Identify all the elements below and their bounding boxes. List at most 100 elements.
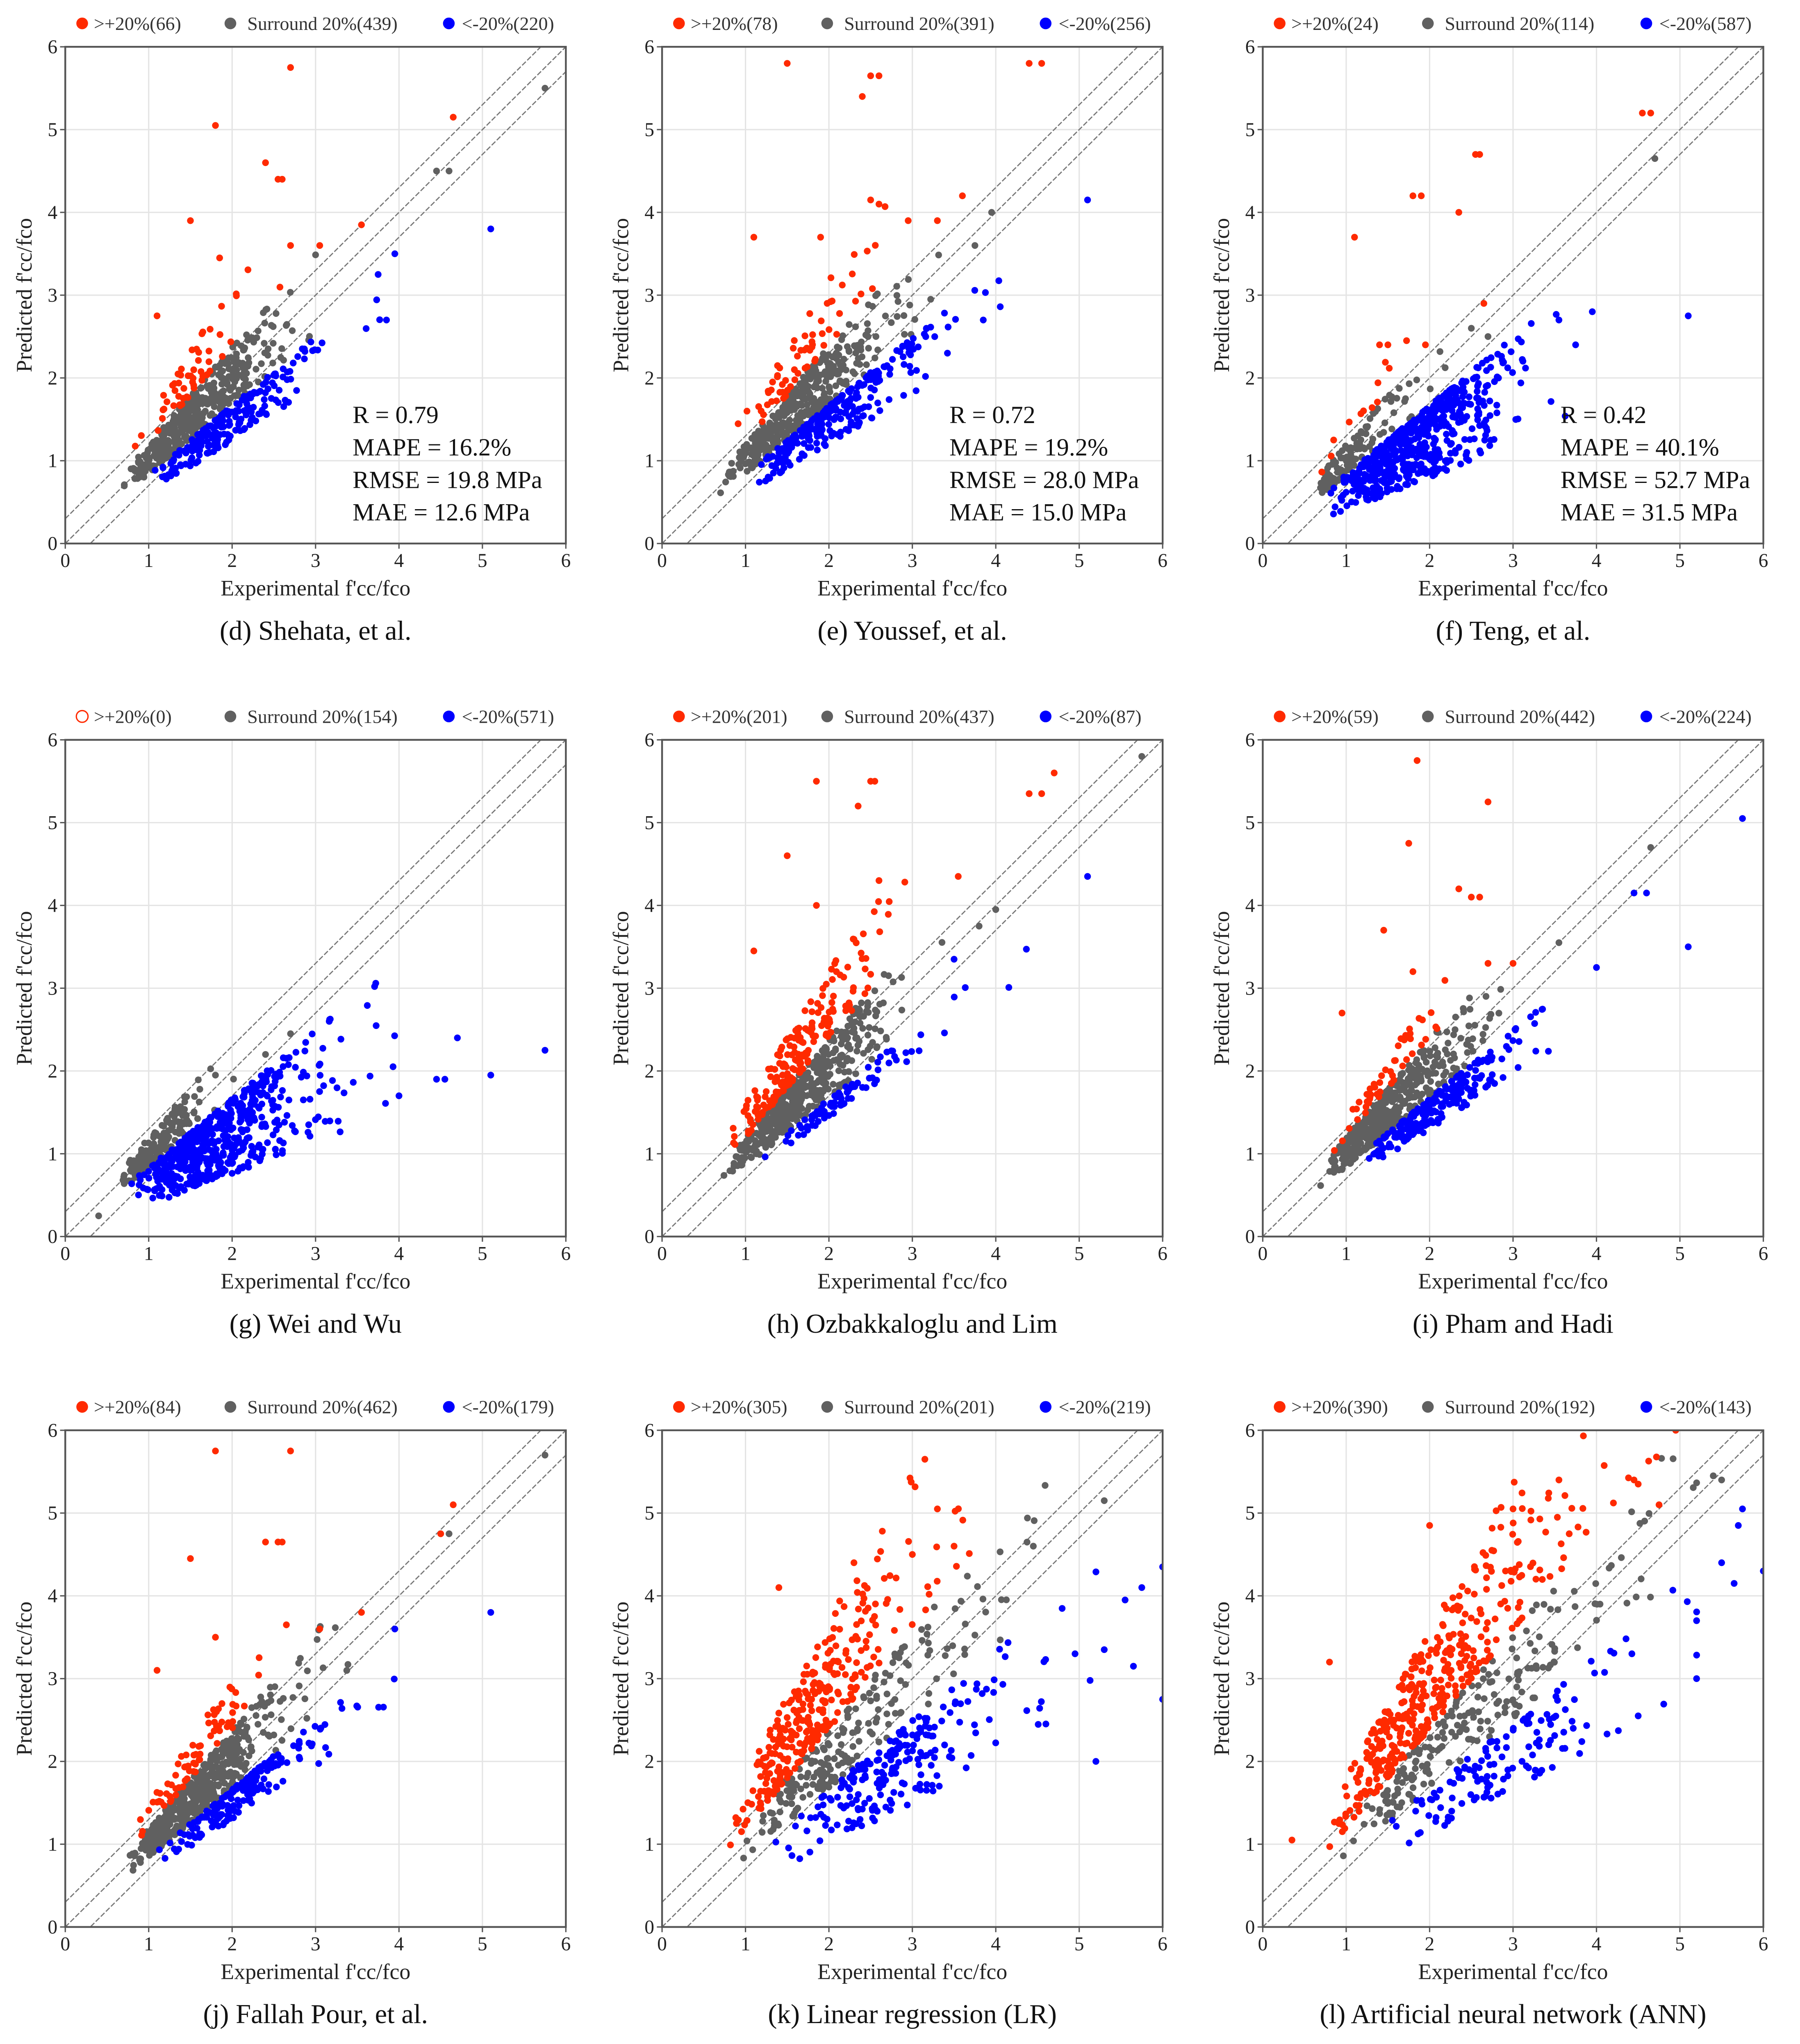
point-under-outlier bbox=[1084, 873, 1091, 880]
point-under bbox=[1363, 493, 1370, 501]
point-under bbox=[1427, 451, 1435, 458]
point-under bbox=[277, 1093, 284, 1101]
point-over bbox=[872, 242, 879, 249]
point-under bbox=[209, 435, 216, 442]
point-surround bbox=[205, 396, 212, 403]
point-under bbox=[202, 432, 209, 439]
point-over bbox=[233, 290, 240, 298]
point-over bbox=[244, 266, 252, 273]
point-surround bbox=[877, 1027, 884, 1035]
point-under bbox=[944, 323, 952, 330]
point-surround bbox=[1413, 376, 1420, 384]
point-surround bbox=[792, 1113, 799, 1120]
point-under bbox=[191, 1177, 199, 1184]
point-under bbox=[285, 1061, 292, 1068]
point-over-outlier bbox=[1405, 840, 1412, 847]
point-over bbox=[743, 407, 751, 415]
y-tick-label: 6 bbox=[48, 36, 57, 58]
point-under bbox=[1458, 1104, 1465, 1111]
point-over bbox=[1409, 1050, 1416, 1057]
point-surround bbox=[852, 1070, 859, 1077]
point-over-outlier bbox=[905, 217, 912, 224]
point-surround bbox=[1401, 398, 1408, 405]
point-under bbox=[136, 1172, 143, 1179]
point-surround bbox=[135, 458, 142, 465]
point-surround bbox=[1346, 1148, 1353, 1155]
point-under bbox=[887, 365, 894, 372]
point-surround bbox=[253, 366, 259, 373]
point-surround bbox=[178, 1128, 185, 1135]
point-surround bbox=[176, 442, 183, 448]
point-surround bbox=[212, 394, 219, 401]
stat-text: R = 0.72 bbox=[949, 401, 1035, 429]
point-surround bbox=[830, 1081, 837, 1088]
point-surround bbox=[1339, 1165, 1346, 1172]
legend-marker-over bbox=[673, 17, 685, 30]
point-over bbox=[1357, 410, 1365, 417]
point-over-outlier bbox=[875, 72, 883, 80]
point-under bbox=[236, 1118, 243, 1126]
point-over bbox=[794, 1025, 801, 1033]
point-under bbox=[1438, 1103, 1445, 1110]
point-over-outlier bbox=[875, 877, 883, 884]
legend-marker-under bbox=[1640, 710, 1652, 722]
point-under bbox=[1420, 453, 1427, 460]
point-surround bbox=[1387, 1088, 1395, 1095]
point-under bbox=[243, 411, 250, 419]
point-under bbox=[187, 462, 194, 469]
point-under-outlier bbox=[391, 250, 398, 257]
point-under bbox=[284, 369, 291, 376]
point-under bbox=[283, 1112, 291, 1119]
y-tick-label: 5 bbox=[48, 813, 57, 834]
point-over-outlier bbox=[750, 947, 758, 954]
point-surround bbox=[901, 331, 908, 338]
point-under bbox=[1394, 1145, 1401, 1152]
point-under bbox=[1363, 472, 1370, 479]
point-under-outlier bbox=[487, 1072, 494, 1079]
point-under bbox=[261, 396, 268, 403]
point-under bbox=[1365, 455, 1372, 462]
y-tick-label: 3 bbox=[1245, 285, 1255, 306]
point-under bbox=[207, 1114, 214, 1121]
point-under bbox=[899, 353, 907, 360]
point-under bbox=[168, 1172, 175, 1180]
point-surround bbox=[301, 1695, 309, 1703]
point-over bbox=[132, 442, 139, 450]
point-surround bbox=[894, 298, 901, 305]
point-over-outlier bbox=[1038, 790, 1045, 797]
point-surround bbox=[893, 292, 901, 299]
point-under bbox=[1455, 419, 1462, 426]
point-under-outlier bbox=[1643, 890, 1650, 897]
x-tick-label: 5 bbox=[1675, 550, 1685, 571]
point-over bbox=[1407, 1035, 1414, 1042]
point-surround bbox=[843, 381, 850, 388]
point-under bbox=[247, 394, 254, 401]
point-surround bbox=[728, 460, 735, 467]
point-surround bbox=[826, 1058, 833, 1066]
point-under bbox=[165, 471, 172, 478]
point-surround bbox=[164, 437, 172, 444]
point-over bbox=[823, 981, 830, 988]
point-surround bbox=[296, 1682, 303, 1689]
point-over bbox=[824, 1022, 832, 1030]
point-surround bbox=[210, 379, 218, 387]
point-over bbox=[858, 949, 865, 957]
point-under bbox=[176, 1184, 183, 1192]
point-over bbox=[1365, 1099, 1372, 1106]
point-surround bbox=[247, 335, 254, 342]
point-under bbox=[1491, 436, 1497, 443]
point-under bbox=[915, 1047, 923, 1054]
point-under bbox=[205, 1140, 213, 1147]
point-surround bbox=[1410, 1066, 1417, 1073]
reference-line-lower bbox=[89, 1454, 566, 1927]
stat-text: RMSE = 19.8 MPa bbox=[353, 466, 542, 494]
point-under bbox=[1448, 407, 1456, 414]
y-axis-label: Predicted f'cc/fco bbox=[12, 911, 36, 1065]
point-under bbox=[242, 1107, 249, 1115]
legend-marker-surround bbox=[1422, 710, 1434, 722]
point-under bbox=[1474, 1060, 1481, 1067]
point-surround bbox=[852, 323, 859, 330]
x-tick-label: 3 bbox=[311, 1243, 321, 1264]
point-surround bbox=[774, 421, 781, 428]
